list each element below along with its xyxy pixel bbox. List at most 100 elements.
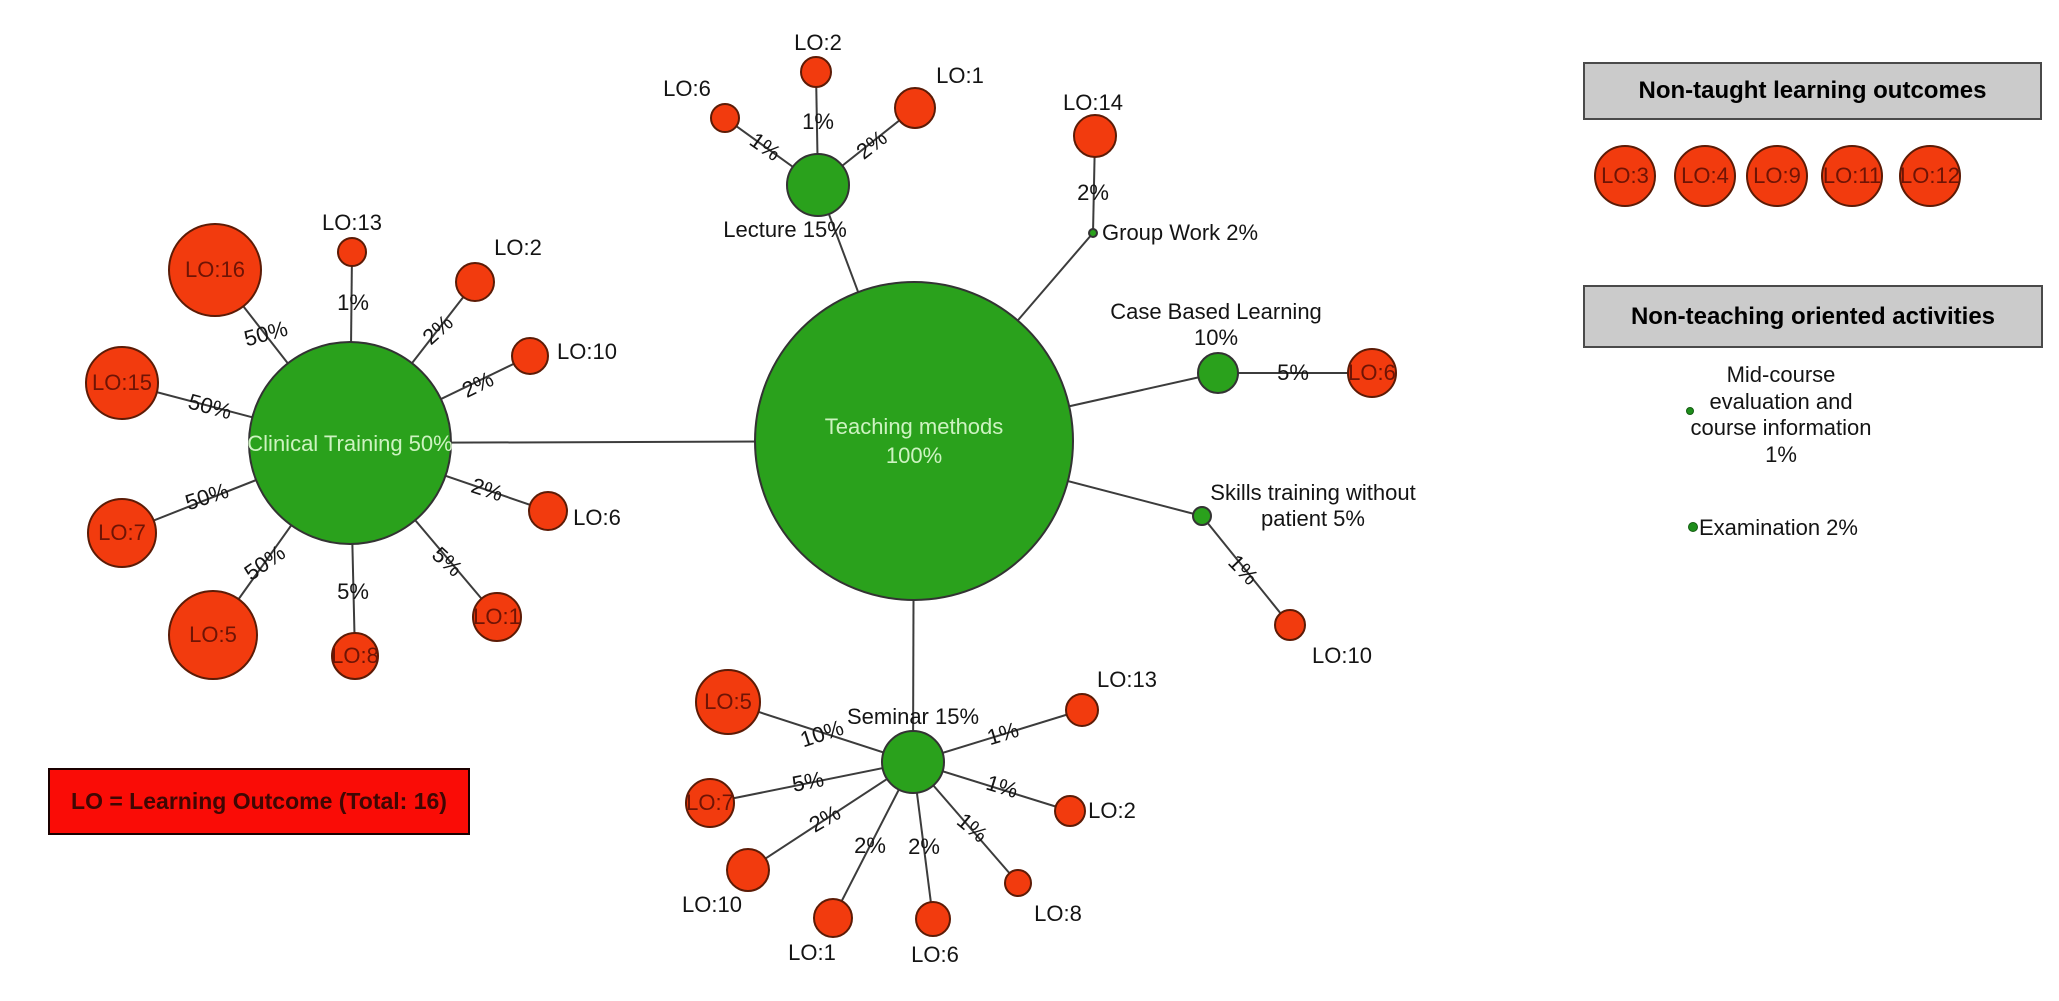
- outcome-label-clinicaltraining-lo10: LO:10: [557, 339, 617, 364]
- node-outcome-lecture-lo1: [894, 87, 936, 129]
- node-outcome-seminar-lo8: [1004, 869, 1032, 897]
- examination-label: Examination 2%: [1699, 515, 1858, 540]
- method-label-casebasedlearning-line-2: 10%: [1193, 325, 1239, 350]
- examination-dot-icon: [1688, 522, 1698, 532]
- legend-outcome-node-lo4: LO:4: [1674, 145, 1736, 207]
- legend-outcome-node-lo9: LO:9: [1746, 145, 1808, 207]
- method-label-casebasedlearning-line-1: Case Based Learning: [1110, 299, 1322, 324]
- edge: [1201, 515, 1291, 626]
- outcome-label-skillstrainingwithoutpatient-lo10: LO:10: [1312, 643, 1372, 668]
- edge: [747, 761, 914, 871]
- legend-outcome-label-lo11: LO:11: [1822, 163, 1882, 188]
- node-outcome-skillstrainingwithoutpatient-lo10: [1274, 609, 1306, 641]
- node-outcome-clinicaltraining-lo5: LO:5: [168, 590, 258, 680]
- learning-outcome-note-text: LO = Learning Outcome (Total: 16): [71, 788, 447, 814]
- node-outcome-clinicaltraining-lo16: LO:16: [168, 223, 262, 317]
- node-outcome-clinicaltraining-lo1: LO:1: [472, 592, 522, 642]
- node-outcome-seminar-lo10: [726, 848, 770, 892]
- edge-weight-clinicaltraining-lo13: 1%: [337, 290, 369, 315]
- legend-outcome-label-lo12: LO:12: [1900, 163, 1960, 188]
- outcome-label-seminar-lo7: LO:7: [686, 790, 734, 815]
- edge-weight-casebasedlearning-lo6: 5%: [1277, 360, 1309, 385]
- outcome-label-clinicaltraining-lo2: LO:2: [494, 235, 542, 260]
- legend-outcome-node-lo11: LO:11: [1821, 145, 1883, 207]
- legend-outcome-label-lo4: LO:4: [1681, 163, 1729, 188]
- mid-course-line-4: 1%: [1765, 441, 1797, 467]
- teaching-methods-title: Teaching methods: [824, 414, 1004, 439]
- node-method-skillstrainingwithoutpatient: [1192, 506, 1212, 526]
- outcome-label-seminar-lo10: LO:10: [682, 892, 742, 917]
- node-outcome-clinicaltraining-lo13: [337, 237, 367, 267]
- outcome-label-groupwork-lo14: LO:14: [1063, 90, 1123, 115]
- node-outcome-casebasedlearning-lo6: LO:6: [1347, 348, 1397, 398]
- node-outcome-clinicaltraining-lo6: [528, 491, 568, 531]
- outcome-label-seminar-lo2: LO:2: [1088, 798, 1136, 823]
- outcome-label-seminar-lo13: LO:13: [1097, 667, 1157, 692]
- outcome-label-clinicaltraining-lo13: LO:13: [322, 210, 382, 235]
- outcome-label-seminar-lo8: LO:8: [1034, 901, 1082, 926]
- outcome-label-seminar-lo1: LO:1: [788, 940, 836, 965]
- outcome-label-lecture-lo6: LO:6: [663, 76, 711, 101]
- method-label-skillstrainingwithoutpatient: Skills training without patient 5%: [1210, 480, 1415, 532]
- method-label-seminar: Seminar 15%: [846, 704, 980, 729]
- outcome-label-clinicaltraining-lo1: LO:1: [473, 604, 521, 629]
- non-teaching-legend-box: Non-teaching oriented activities: [1583, 285, 2043, 348]
- outcome-label-lecture-lo2: LO:2: [794, 30, 842, 55]
- mid-course-line-2: evaluation and: [1709, 388, 1853, 414]
- legend-outcome-label-lo9: LO:9: [1753, 163, 1801, 188]
- method-label-groupwork: Group Work 2%: [1102, 220, 1259, 245]
- method-label-skillstrainingwithoutpatient-line-1: Skills training without: [1210, 480, 1416, 505]
- legend-outcome-node-lo12: LO:12: [1899, 145, 1961, 207]
- method-label-lecture: Lecture 15%: [723, 217, 847, 242]
- outcome-label-clinicaltraining-lo7: LO:7: [98, 520, 146, 545]
- outcome-label-clinicaltraining-lo5: LO:5: [189, 622, 237, 647]
- outcome-label-seminar-lo5: LO:5: [704, 689, 752, 714]
- node-outcome-seminar-lo2: [1054, 795, 1086, 827]
- method-label-clinicaltraining: Clinical Training 50%: [247, 430, 453, 456]
- outcome-label-clinicaltraining-lo16: LO:16: [185, 257, 245, 282]
- node-outcome-clinicaltraining-lo2: [455, 262, 495, 302]
- node-method-clinicaltraining: Clinical Training 50%: [247, 341, 453, 545]
- node-teaching-methods: Teaching methods 100%: [754, 281, 1074, 601]
- node-outcome-seminar-lo6: [915, 901, 951, 937]
- node-outcome-seminar-lo13: [1065, 693, 1099, 727]
- learning-outcome-note-box: LO = Learning Outcome (Total: 16): [48, 768, 470, 835]
- outcome-label-clinicaltraining-lo15: LO:15: [92, 370, 152, 395]
- node-method-casebasedlearning: [1197, 352, 1239, 394]
- node-outcome-seminar-lo1: [813, 898, 853, 938]
- node-method-seminar: [881, 730, 945, 794]
- outcome-label-lecture-lo1: LO:1: [936, 63, 984, 88]
- node-outcome-clinicaltraining-lo7: LO:7: [87, 498, 157, 568]
- edge-weight-seminar-lo6: 2%: [908, 834, 940, 859]
- node-outcome-groupwork-lo14: [1073, 114, 1117, 158]
- method-label-casebasedlearning: Case Based Learning 10%: [1110, 299, 1322, 351]
- mid-course-line-3: course information: [1690, 415, 1872, 440]
- mid-course-evaluation-label: Mid-course evaluation and course informa…: [1661, 362, 1901, 468]
- edge-weight-clinicaltraining-lo8: 5%: [337, 579, 369, 604]
- teaching-methods-percent: 100%: [885, 443, 943, 468]
- node-outcome-seminar-lo5: LO:5: [695, 669, 761, 735]
- mid-course-line-1: Mid-course: [1726, 362, 1836, 387]
- outcome-label-clinicaltraining-lo6: LO:6: [573, 505, 621, 530]
- outcome-label-seminar-lo6: LO:6: [911, 942, 959, 967]
- legend-outcome-node-lo3: LO:3: [1594, 145, 1656, 207]
- method-label-skillstrainingwithoutpatient-line-2: patient 5%: [1261, 506, 1365, 531]
- non-taught-legend-box: Non-taught learning outcomes: [1583, 62, 2042, 120]
- non-teaching-legend-title: Non-teaching oriented activities: [1630, 302, 1996, 330]
- legend-outcome-label-lo3: LO:3: [1601, 163, 1649, 188]
- node-outcome-lecture-lo2: [800, 56, 832, 88]
- outcome-label-clinicaltraining-lo8: LO:8: [331, 643, 379, 668]
- edge-weight-groupwork-lo14: 2%: [1077, 180, 1109, 205]
- edge-weight-lecture-lo2: 1%: [802, 109, 834, 134]
- node-outcome-clinicaltraining-lo8: LO:8: [331, 632, 379, 680]
- edge: [709, 761, 914, 804]
- node-outcome-seminar-lo7: LO:7: [685, 778, 735, 828]
- node-outcome-clinicaltraining-lo10: [511, 337, 549, 375]
- edge-weight-seminar-lo1: 2%: [854, 833, 886, 858]
- non-taught-legend-title: Non-taught learning outcomes: [1638, 77, 1987, 104]
- node-outcome-clinicaltraining-lo15: LO:15: [85, 346, 159, 420]
- mid-course-dot-icon: [1686, 407, 1694, 415]
- outcome-label-casebasedlearning-lo6: LO:6: [1348, 360, 1396, 385]
- node-method-groupwork: [1088, 228, 1098, 238]
